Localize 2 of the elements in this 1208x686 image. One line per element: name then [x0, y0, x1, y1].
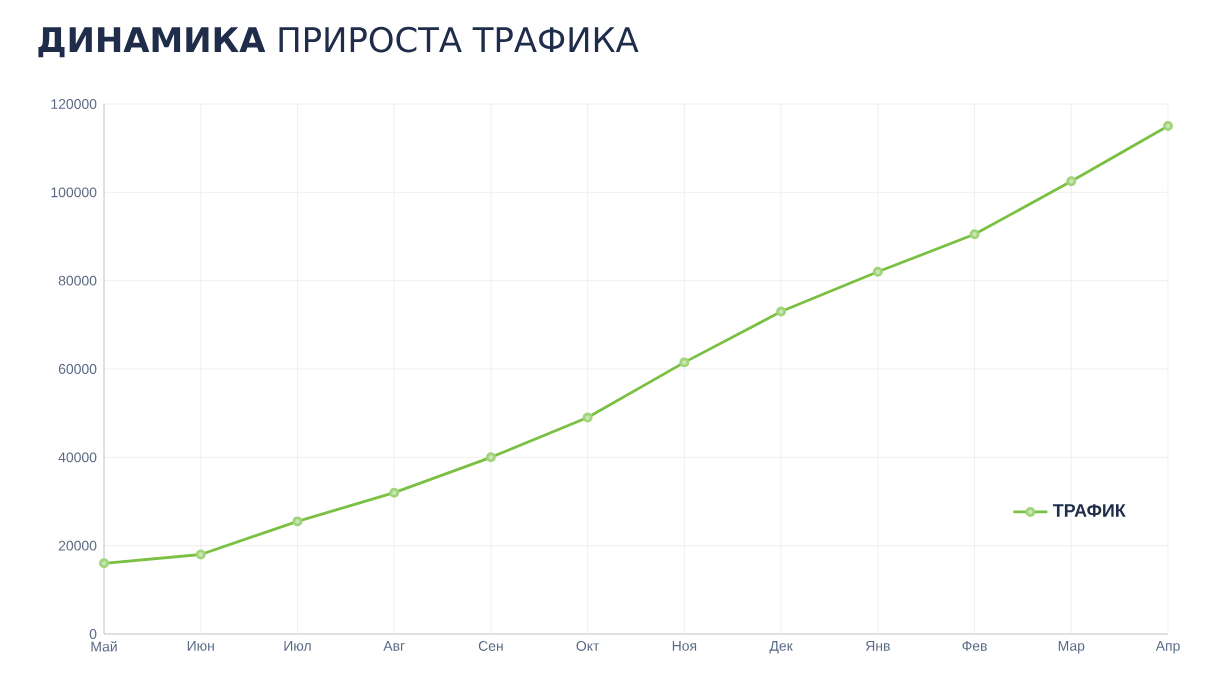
legend-label: ТРАФИК	[1052, 504, 1126, 517]
chart-title: ДИНАМИКА ПРИРОСТА ТРАФИКА	[38, 26, 639, 58]
